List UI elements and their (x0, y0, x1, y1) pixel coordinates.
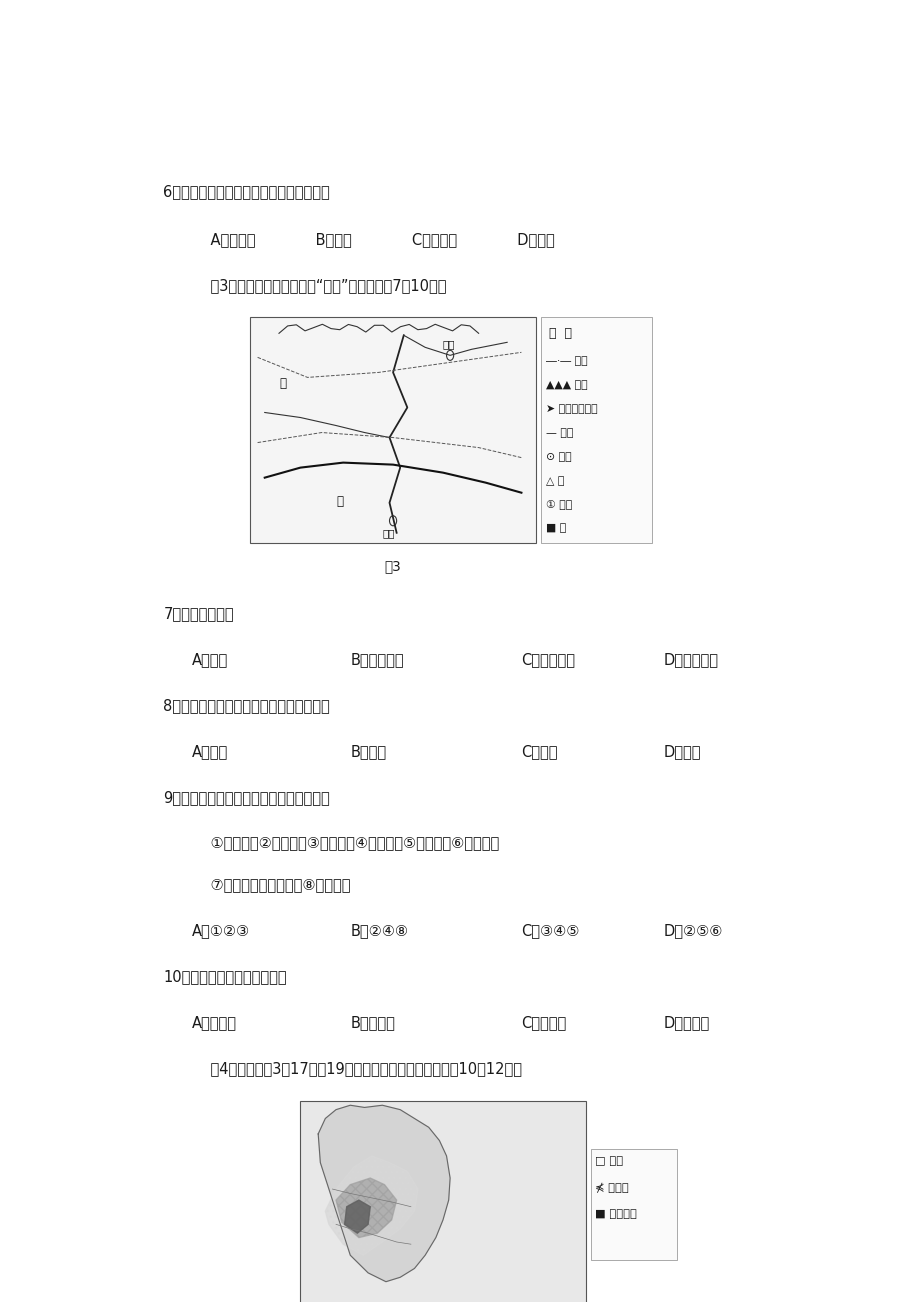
Polygon shape (335, 1178, 396, 1238)
Text: △ 镇: △ 镇 (545, 475, 563, 486)
Text: ■ 强沙尘暴: ■ 强沙尘暴 (595, 1210, 636, 1219)
Text: 8．图中乙地发展农业生产的限制性条件是: 8．图中乙地发展农业生产的限制性条件是 (164, 699, 330, 713)
FancyBboxPatch shape (300, 1100, 585, 1302)
Text: D．②⑤⑥: D．②⑤⑥ (664, 923, 722, 939)
Polygon shape (325, 1156, 417, 1255)
Text: 7．图中甲山脉是: 7．图中甲山脉是 (164, 607, 233, 621)
Text: B．降水: B．降水 (350, 745, 386, 759)
Text: A．秦岭: A．秦岭 (192, 652, 228, 668)
Text: 银川: 银川 (443, 340, 455, 349)
Text: ▲▲▲ 山脉: ▲▲▲ 山脉 (545, 380, 586, 391)
Text: ■ 铜: ■ 铜 (545, 523, 565, 534)
Text: 10．图中经过銀川的鐵路线是: 10．图中经过銀川的鐵路线是 (164, 970, 287, 984)
Text: B．②④⑧: B．②④⑧ (350, 923, 408, 939)
Text: □ 浮沙: □ 浮沙 (595, 1156, 622, 1167)
Text: D．地形: D．地形 (664, 745, 701, 759)
Text: D．贺兰山脉: D．贺兰山脉 (664, 652, 719, 668)
Text: 兰州: 兰州 (382, 527, 394, 538)
Text: A．热量: A．热量 (192, 745, 228, 759)
Text: — 鐵路: — 鐵路 (545, 428, 573, 437)
Text: 甲: 甲 (278, 378, 286, 391)
Text: C．祁连山脉: C．祁连山脉 (521, 652, 574, 668)
Text: C．土壤: C．土壤 (521, 745, 557, 759)
Text: 图4是我国某年3月17日至19日沙尘天气实况图。据此完成10～12题。: 图4是我国某年3月17日至19日沙尘天气实况图。据此完成10～12题。 (192, 1061, 521, 1077)
Polygon shape (318, 1105, 449, 1281)
Text: ―·― 省界: ―·― 省界 (545, 357, 586, 366)
Text: 9．该地区发展有色沶盒工业的有利条件是: 9．该地区发展有色沶盒工业的有利条件是 (164, 790, 330, 806)
Text: ⑦劳动力丰富且素质高⑧市场广阔: ⑦劳动力丰富且素质高⑧市场广阔 (192, 878, 350, 893)
Text: B．陇海线: B．陇海线 (350, 1016, 395, 1031)
FancyBboxPatch shape (540, 318, 652, 543)
Text: 图3: 图3 (384, 559, 401, 573)
Text: A．沙尘暴             B．干旱             C．风暴潮             D．洪涝: A．沙尘暴 B．干旱 C．风暴潮 D．洪涝 (192, 232, 554, 247)
Text: 图  例: 图 例 (548, 327, 571, 340)
Text: C．兰新线: C．兰新线 (521, 1016, 566, 1031)
Text: ① 钓锤: ① 钓锤 (545, 500, 572, 509)
Text: A．包兰线: A．包兰线 (192, 1016, 237, 1031)
Text: ⊙ 省会: ⊙ 省会 (545, 452, 571, 462)
Polygon shape (345, 1200, 369, 1233)
Text: ⋠ 沙尘暴: ⋠ 沙尘暴 (595, 1182, 628, 1193)
Text: ①地势平坦②矿产丰富③气候适宜④水源充沛⑤交通便利⑥水能丰富: ①地势平坦②矿产丰富③气候适宜④水源充沛⑤交通便利⑥水能丰富 (192, 835, 499, 850)
Text: B．阴山山脉: B．阴山山脉 (350, 652, 403, 668)
Text: A．①②③: A．①②③ (192, 923, 250, 939)
FancyBboxPatch shape (250, 318, 535, 543)
Text: ➤ 河流及水电站: ➤ 河流及水电站 (545, 404, 596, 414)
Text: 图3是我国著名的有色金属“长廘”，据图判断7～10题。: 图3是我国著名的有色金属“长廘”，据图判断7～10题。 (192, 279, 446, 293)
Text: D．宝成线: D．宝成线 (664, 1016, 709, 1031)
Text: 6．对甲地农业生产影响最大的自然灾害是: 6．对甲地农业生产影响最大的自然灾害是 (164, 185, 330, 199)
Text: C．③④⑤: C．③④⑤ (521, 923, 579, 939)
FancyBboxPatch shape (591, 1150, 676, 1259)
Text: 乙: 乙 (335, 495, 343, 508)
